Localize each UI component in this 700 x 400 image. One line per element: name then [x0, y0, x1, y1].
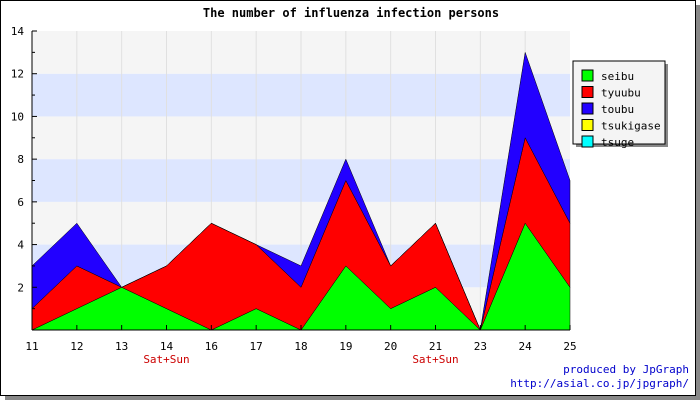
x-tick-label: 20 — [384, 340, 397, 353]
legend-swatch-tyuubu — [581, 86, 594, 98]
x-tick-label: 13 — [115, 340, 128, 353]
legend-label-tsukigase: tsukigase — [601, 120, 661, 133]
x-tick-label: 16 — [205, 340, 218, 353]
x-tick-note: Sat+Sun — [412, 353, 458, 366]
x-tick-label: 14 — [160, 340, 174, 353]
area-series-toubu — [31, 52, 571, 331]
x-tick-label: 17 — [250, 340, 263, 353]
x-tick-label: 11 — [25, 340, 38, 353]
legend-label-toubu: toubu — [601, 103, 634, 116]
legend-swatch-toubu — [581, 102, 594, 115]
credit-line-2[interactable]: http://asial.co.jp/jpgraph/ — [510, 377, 689, 390]
legend-swatch-tsuge — [581, 135, 594, 148]
y-tick-label: 14 — [11, 25, 25, 38]
legend-label-tyuubu: tyuubu — [601, 87, 641, 100]
legend-swatch-tsukigase — [581, 119, 594, 131]
legend-swatch-seibu — [581, 69, 594, 82]
y-tick-label: 10 — [11, 110, 24, 123]
legend: seibu tyuubu toubu tsukigase tsuge — [572, 60, 668, 149]
x-tick-label: 18 — [294, 340, 307, 353]
y-tick-label: 2 — [17, 281, 24, 294]
x-tick-label: 21 — [429, 340, 442, 353]
x-tick-note: Sat+Sun — [143, 353, 189, 366]
x-tick-label: 19 — [339, 340, 352, 353]
y-tick-label: 8 — [17, 153, 24, 166]
y-tick-label: 4 — [17, 239, 24, 252]
x-tick-label: 24 — [519, 340, 533, 353]
chart-svg: The number of influenza infection person… — [11, 6, 668, 366]
credit-line-1: produced by JpGraph — [563, 363, 689, 376]
x-tick-label: 23 — [474, 340, 487, 353]
axes — [31, 30, 571, 331]
credit: produced by JpGraph http://asial.co.jp/j… — [510, 363, 689, 391]
y-tick-labels: 2 4 6 8 10 12 14 — [11, 25, 25, 294]
chart-title: The number of influenza infection person… — [203, 6, 499, 20]
legend-label-tsuge: tsuge — [601, 136, 634, 149]
x-tick-label: 25 — [563, 340, 576, 353]
y-tick-label: 6 — [17, 196, 24, 209]
y-tick-label: 12 — [11, 68, 24, 81]
x-tick-label: 12 — [70, 340, 83, 353]
legend-label-seibu: seibu — [601, 70, 634, 83]
